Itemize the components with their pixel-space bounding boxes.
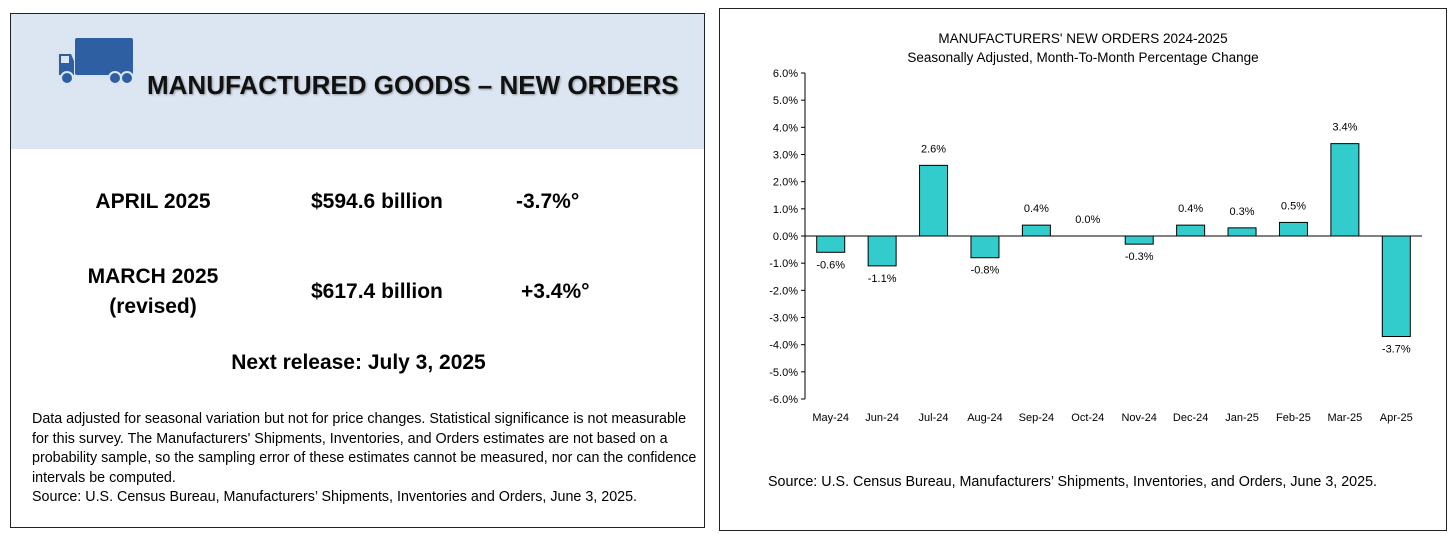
bar (1227, 227, 1257, 237)
truck-icon (57, 38, 134, 85)
y-tick-label: -6.0% (769, 394, 798, 406)
y-tick-label: 1.0% (773, 204, 798, 216)
footnote-source: Source: U.S. Census Bureau, Manufacturer… (32, 489, 638, 505)
bar (867, 235, 897, 267)
bar (1381, 235, 1411, 338)
chart-title: MANUFACTURERS' NEW ORDERS 2024-2025 (938, 31, 1228, 46)
summary-header: MANUFACTURED GOODS – NEW ORDERS (11, 14, 704, 149)
y-tick-label: 6.0% (773, 68, 798, 80)
data-label: 0.5% (1281, 200, 1306, 212)
y-tick-label: 3.0% (773, 150, 798, 162)
next-release: Next release: July 3, 2025 (231, 351, 486, 374)
march-value: $617.4 billion (311, 280, 443, 303)
data-label: -3.7% (1382, 344, 1411, 356)
y-tick-label: -2.0% (769, 285, 798, 297)
y-tick-label: -1.0% (769, 258, 798, 270)
x-tick-label: Jan-25 (1225, 412, 1259, 424)
april-value: $594.6 billion (311, 190, 443, 213)
x-tick-label: Apr-25 (1380, 412, 1413, 424)
data-label: -0.3% (1125, 251, 1154, 263)
footnote-text: Data adjusted for seasonal variation but… (32, 411, 697, 486)
march-change: +3.4%° (521, 280, 590, 303)
bar (970, 235, 1000, 259)
bar (1176, 224, 1206, 237)
data-label: 0.4% (1024, 203, 1049, 215)
y-tick-label: -5.0% (769, 367, 798, 379)
april-label: APRIL 2025 (95, 190, 211, 213)
data-label: -0.6% (816, 259, 845, 271)
bar (816, 235, 846, 253)
bar (1021, 224, 1051, 237)
footnote: Data adjusted for seasonal variation but… (32, 410, 697, 508)
x-tick-label: Aug-24 (967, 412, 1002, 424)
y-tick-label: -3.0% (769, 313, 798, 325)
chart-panel: MANUFACTURERS' NEW ORDERS 2024-2025 Seas… (719, 8, 1447, 531)
y-tick-label: 5.0% (773, 95, 798, 107)
x-tick-label: Feb-25 (1276, 412, 1311, 424)
x-tick-label: Dec-24 (1173, 412, 1208, 424)
summary-title: MANUFACTURED GOODS – NEW ORDERS (147, 70, 679, 100)
data-label: -1.1% (868, 273, 897, 285)
bar (1278, 221, 1308, 237)
april-change: -3.7%° (516, 190, 580, 213)
x-tick-label: Oct-24 (1071, 412, 1104, 424)
bar (1330, 143, 1360, 237)
x-tick-label: Jun-24 (865, 412, 899, 424)
x-tick-label: Mar-25 (1327, 412, 1362, 424)
y-tick-label: 2.0% (773, 177, 798, 189)
march-label: MARCH 2025 (87, 265, 219, 288)
march-label-revised: (revised) (109, 295, 197, 318)
bar (919, 164, 949, 237)
data-label: -0.8% (971, 265, 1000, 277)
chart-source: Source: U.S. Census Bureau, Manufacturer… (768, 474, 1377, 490)
y-tick-label: -4.0% (769, 340, 798, 352)
x-tick-label: Jul-24 (919, 412, 949, 424)
x-tick-label: May-24 (812, 412, 849, 424)
data-label: 0.4% (1178, 203, 1203, 215)
bar-chart: 6.0% 5.0% 4.0% 3.0% 2.0% 1.0% 0.0% -1.0% -2.0% -3… (769, 68, 1422, 424)
data-label: 0.3% (1230, 206, 1255, 218)
data-label: 2.6% (921, 143, 946, 155)
data-label: 0.0% (1075, 214, 1100, 226)
y-tick-label: 4.0% (773, 122, 798, 134)
summary-panel: MANUFACTURED GOODS – NEW ORDERS APRIL 20… (10, 13, 705, 528)
data-label: 3.4% (1332, 122, 1357, 134)
chart-subtitle: Seasonally Adjusted, Month-To-Month Perc… (907, 50, 1259, 65)
x-tick-label: Nov-24 (1121, 412, 1156, 424)
y-tick-label: 0.0% (773, 231, 798, 243)
x-tick-label: Sep-24 (1019, 412, 1054, 424)
bar (1124, 235, 1154, 245)
